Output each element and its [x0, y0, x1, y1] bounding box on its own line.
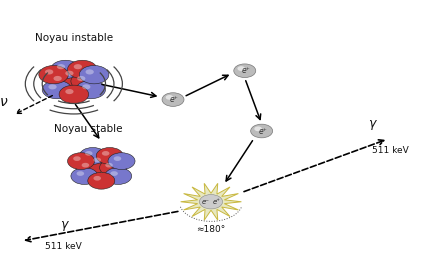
Circle shape: [254, 127, 262, 131]
Circle shape: [93, 176, 101, 181]
Circle shape: [47, 72, 77, 90]
Circle shape: [68, 153, 95, 170]
Text: e⁺: e⁺: [258, 127, 267, 135]
Circle shape: [79, 148, 106, 164]
Text: e⁻: e⁻: [202, 199, 210, 205]
Circle shape: [54, 76, 62, 81]
Circle shape: [51, 60, 80, 79]
Text: 511 keV: 511 keV: [45, 242, 82, 251]
Circle shape: [166, 95, 173, 100]
Text: γ: γ: [60, 217, 67, 231]
Circle shape: [85, 151, 92, 156]
Circle shape: [74, 64, 82, 69]
Circle shape: [81, 163, 89, 167]
Circle shape: [77, 76, 85, 81]
Circle shape: [39, 66, 68, 84]
Circle shape: [93, 157, 101, 162]
Circle shape: [82, 84, 90, 89]
Text: e⁺: e⁺: [241, 66, 250, 75]
Circle shape: [88, 154, 115, 171]
Text: Noyau stable: Noyau stable: [54, 124, 123, 134]
Circle shape: [96, 148, 123, 164]
Circle shape: [86, 69, 94, 74]
Circle shape: [71, 168, 98, 184]
Circle shape: [73, 156, 81, 161]
Circle shape: [49, 84, 57, 89]
Circle shape: [71, 72, 100, 90]
Circle shape: [105, 168, 132, 184]
Text: Noyau instable: Noyau instable: [35, 33, 113, 43]
Text: ≈180°: ≈180°: [196, 225, 226, 234]
Circle shape: [100, 159, 127, 176]
Text: ν: ν: [0, 95, 7, 109]
Circle shape: [76, 159, 103, 176]
Circle shape: [45, 69, 53, 74]
Circle shape: [200, 195, 222, 209]
Text: e⁺: e⁺: [170, 95, 179, 104]
Circle shape: [102, 151, 109, 156]
Circle shape: [42, 80, 72, 99]
Circle shape: [88, 172, 115, 189]
Circle shape: [59, 67, 89, 85]
Circle shape: [105, 163, 113, 167]
Circle shape: [238, 66, 245, 71]
Circle shape: [59, 85, 89, 103]
Text: 511 keV: 511 keV: [372, 146, 409, 155]
Circle shape: [65, 89, 73, 94]
Circle shape: [234, 64, 256, 78]
Circle shape: [110, 171, 118, 176]
Text: γ: γ: [368, 117, 375, 130]
Circle shape: [65, 71, 73, 76]
Circle shape: [251, 124, 273, 138]
Circle shape: [108, 153, 135, 170]
Circle shape: [57, 64, 65, 69]
Circle shape: [68, 60, 97, 79]
Circle shape: [114, 156, 121, 161]
Circle shape: [76, 171, 84, 176]
Circle shape: [162, 93, 184, 106]
Polygon shape: [181, 183, 241, 220]
Circle shape: [79, 66, 109, 84]
Circle shape: [76, 80, 106, 99]
Text: e⁺: e⁺: [212, 199, 220, 205]
